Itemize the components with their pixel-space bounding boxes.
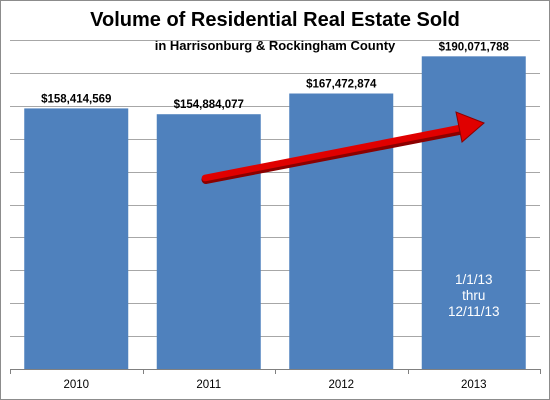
bars: [24, 56, 526, 370]
chart-subtitle: in Harrisonburg & Rockingham County: [154, 38, 396, 53]
data-label-2011: $154,884,077: [174, 99, 244, 111]
bar-2011: [156, 114, 261, 369]
bar-2010: [24, 108, 129, 370]
x-tick-label-2013: 2013: [461, 379, 487, 391]
bar-2013: [421, 56, 526, 369]
data-labels: $158,414,569 $154,884,077 $167,472,874 $190…: [41, 41, 509, 111]
trend-arrow: [201, 111, 485, 184]
x-axis: 2010 2011 2012 2013: [10, 369, 541, 391]
trend-arrow-head: [455, 111, 485, 143]
data-label-2010: $158,414,569: [41, 93, 111, 105]
trend-arrow-shaft: [201, 124, 464, 182]
x-tick-label-2012: 2012: [328, 379, 354, 391]
annotation-line: 12/11/13: [448, 304, 500, 319]
annotation-line: thru: [462, 288, 485, 303]
chart-title: Volume of Residential Real Estate Sold: [90, 9, 460, 31]
data-label-2012: $167,472,874: [306, 79, 377, 91]
data-label-2013: $190,071,788: [439, 41, 510, 53]
bar-2012: [289, 93, 394, 369]
annotation-line: 1/1/13: [455, 272, 493, 287]
x-tick-label-2011: 2011: [196, 379, 221, 391]
x-tick-label-2010: 2010: [63, 379, 89, 391]
